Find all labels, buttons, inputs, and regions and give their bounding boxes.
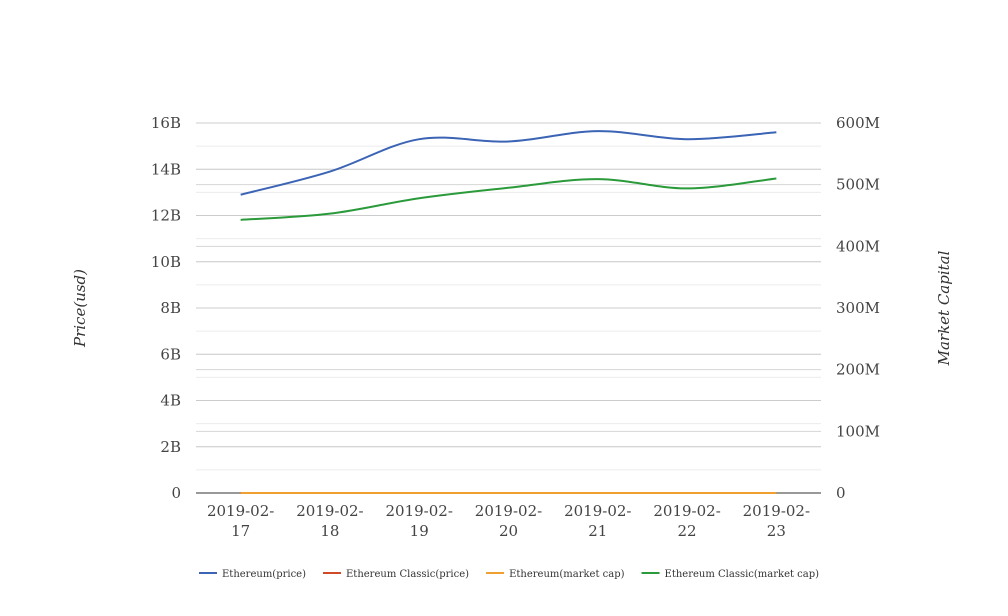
axes: 0 2B 4B 6B 8B 10B 12B 14B 16B 0 100M 200M 300M 400M 50… <box>151 114 880 540</box>
legend-label: Ethereum(price) <box>222 569 306 580</box>
x-tick-label: 2019-02-23 <box>743 502 810 540</box>
series-line-ethereum-classic-market-cap <box>240 177 777 221</box>
legend-item-ethereum-market-cap: Ethereum(market cap) <box>486 569 625 580</box>
x-tick-label: 2019-02-21 <box>564 502 631 540</box>
legend-label: Ethereum Classic(price) <box>346 569 469 580</box>
y2-tick-label: 600M <box>836 114 880 132</box>
y2-axis-title: Market Capital <box>935 250 953 366</box>
x-tick-label: 2019-02-18 <box>296 502 363 540</box>
legend-item-ethereum-price: Ethereum(price) <box>199 569 306 580</box>
y-axis-title: Price(usd) <box>71 269 89 348</box>
y-tick-label: 14B <box>151 160 181 178</box>
legend-label: Ethereum(market cap) <box>509 569 625 580</box>
y2-tick-label: 500M <box>836 176 880 194</box>
series-line-ethereum-price <box>240 130 777 196</box>
legend-item-ethereum-classic-market-cap: Ethereum Classic(market cap) <box>641 569 820 580</box>
y2-tick-label: 0 <box>836 484 846 502</box>
y-tick-label: 12B <box>151 207 181 225</box>
series-lines <box>240 130 777 495</box>
y-tick-label: 8B <box>160 299 181 317</box>
x-tick-label: 2019-02-22 <box>653 502 720 540</box>
x-tick-label: 2019-02-20 <box>475 502 542 540</box>
legend-item-ethereum-classic-price: Ethereum Classic(price) <box>323 569 469 580</box>
x-tick-label: 2019-02-19 <box>386 502 453 540</box>
y-tick-label: 6B <box>160 345 181 363</box>
y2-tick-label: 100M <box>836 422 880 440</box>
y-tick-label: 0 <box>171 484 181 502</box>
gridlines <box>196 122 821 494</box>
y2-tick-label: 300M <box>836 299 880 317</box>
legend-label: Ethereum Classic(market cap) <box>665 569 820 580</box>
y-tick-label: 4B <box>160 392 181 410</box>
x-tick-label: 2019-02-17 <box>207 502 274 540</box>
y-tick-label: 10B <box>151 253 181 271</box>
y2-tick-label: 400M <box>836 237 880 255</box>
y2-tick-label: 200M <box>836 361 880 379</box>
y-tick-label: 16B <box>151 114 181 132</box>
legend: Ethereum(price) Ethereum Classic(price) Et… <box>199 569 819 580</box>
y-tick-label: 2B <box>160 438 181 456</box>
